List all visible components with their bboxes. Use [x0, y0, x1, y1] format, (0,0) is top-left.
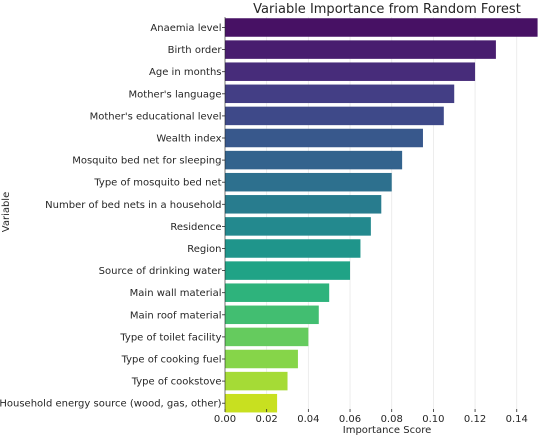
bars — [225, 18, 538, 413]
bar — [225, 62, 476, 81]
bar — [225, 150, 403, 170]
category-label: Type of cookstove — [131, 377, 222, 388]
category-label: Region — [187, 244, 221, 255]
x-tick-label: 0.04 — [297, 414, 319, 425]
bar — [225, 195, 382, 214]
bar — [225, 40, 496, 59]
category-label: Number of bed nets in a household — [45, 200, 221, 211]
bar — [225, 172, 392, 192]
x-tick-label: 0.06 — [339, 414, 361, 425]
category-label: Type of mosquito bed net — [93, 178, 221, 189]
bar — [225, 261, 351, 280]
category-label: Anaemia level — [150, 23, 221, 34]
bar — [225, 283, 330, 302]
bar — [225, 128, 423, 148]
category-label: Source of drinking water — [99, 266, 223, 277]
x-tick-label: 0.12 — [464, 414, 486, 425]
category-label: Type of toilet facility — [119, 332, 221, 343]
category-label: Type of cooking fuel — [121, 355, 222, 366]
bar — [225, 217, 371, 236]
bar — [225, 393, 278, 413]
x-tick-label: 0.10 — [422, 414, 444, 425]
bar — [225, 349, 298, 369]
x-tick-label: 0.02 — [256, 414, 278, 425]
bar — [225, 239, 361, 258]
x-tick-label: 0.00 — [214, 414, 236, 425]
category-label: Residence — [170, 222, 221, 233]
category-label: Household energy source (wood, gas, othe… — [0, 399, 222, 410]
bar — [225, 327, 309, 347]
x-tick-label: 0.14 — [506, 414, 528, 425]
category-label: Main roof material — [130, 310, 222, 321]
category-label: Mother's language — [129, 89, 222, 100]
category-label: Age in months — [149, 67, 221, 78]
category-label: Birth order — [168, 45, 223, 56]
x-axis: 0.00 0.02 0.04 0.06 0.08 0.10 0.12 0.14 — [214, 17, 528, 425]
category-label: Mother's educational level — [90, 111, 222, 122]
bar — [225, 84, 455, 104]
category-labels: Anaemia level Birth order Age in months Mot… — [0, 23, 225, 410]
x-axis-title: Importance Score — [343, 425, 432, 436]
category-label: Mosquito bed net for sleeping — [72, 156, 221, 167]
x-tick-label: 0.08 — [381, 414, 403, 425]
bar — [225, 371, 288, 391]
bar — [225, 305, 319, 325]
chart-title: Variable Importance from Random Forest — [253, 2, 521, 17]
bar — [225, 18, 538, 37]
bar — [225, 106, 444, 126]
category-label: Wealth index — [156, 134, 221, 145]
y-axis-title: Variable — [1, 192, 12, 233]
category-label: Main wall material — [130, 288, 222, 299]
